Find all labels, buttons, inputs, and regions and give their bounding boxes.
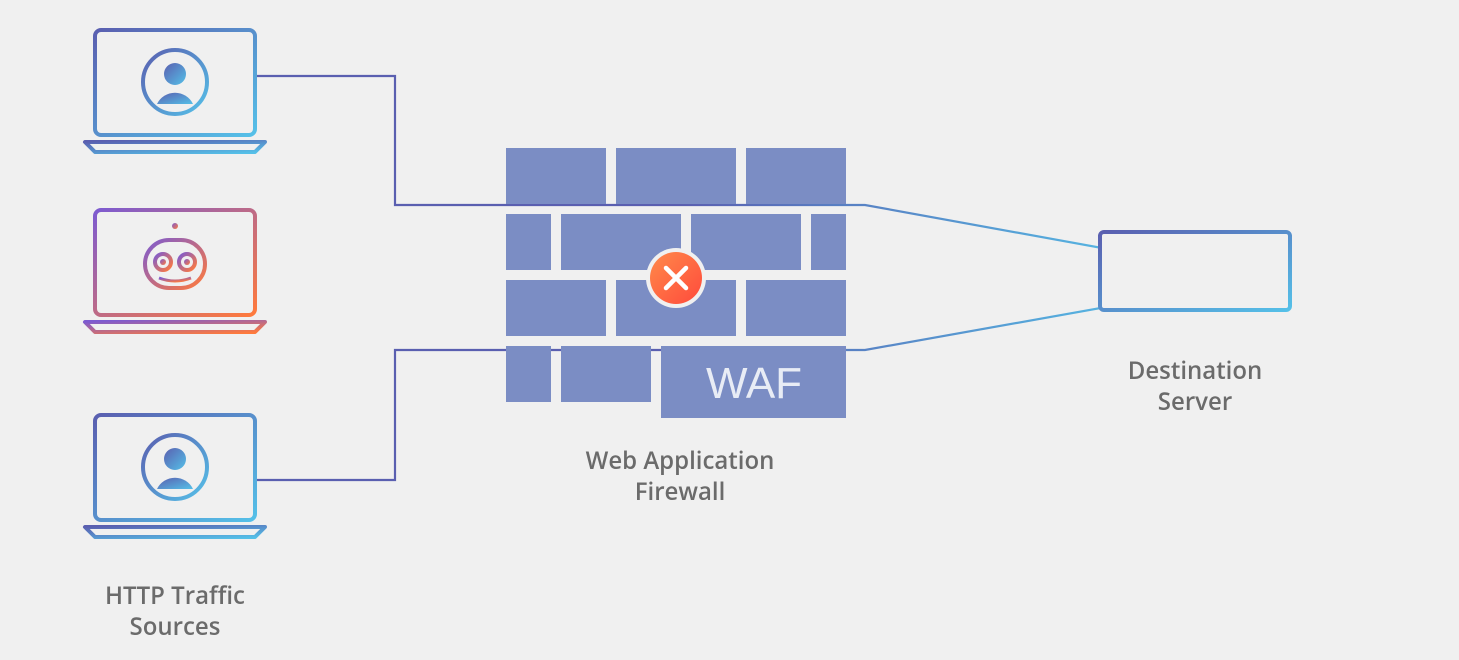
laptop-user-bottom <box>85 415 265 537</box>
waf-diagram: WAF <box>0 0 1459 660</box>
label-firewall: Web ApplicationFirewall <box>540 445 820 507</box>
label-sources: HTTP TrafficSources <box>55 580 295 642</box>
block-icon <box>646 248 706 308</box>
waf-badge: WAF <box>706 359 802 408</box>
server-node <box>1100 232 1290 326</box>
edges <box>255 76 1168 480</box>
label-server: DestinationServer <box>1075 355 1315 417</box>
laptop-bot <box>85 210 265 332</box>
laptop-user-top <box>85 30 265 152</box>
